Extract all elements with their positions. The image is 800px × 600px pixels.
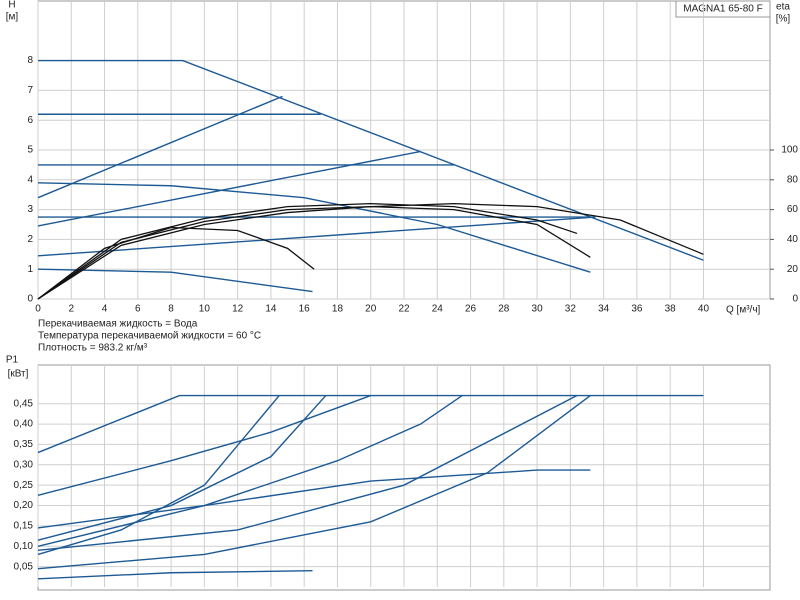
x-tick-label: 18 <box>332 304 344 315</box>
y-tick-label: 0,05 <box>14 561 34 572</box>
y2-tick-label: 40 <box>787 234 799 245</box>
x-tick-label: 34 <box>598 304 610 315</box>
x-tick-label: 4 <box>102 304 108 315</box>
y-tick-label: 1 <box>27 264 33 275</box>
y2-tick-label: 60 <box>787 204 799 215</box>
y-tick-label: 0,10 <box>14 541 34 552</box>
series-line <box>37 469 591 529</box>
y-tick-label: 5 <box>27 145 33 156</box>
x-tick-label: 28 <box>498 304 510 315</box>
y-tick-label: 4 <box>27 174 33 185</box>
x-tick-label: 40 <box>698 304 710 315</box>
y-axis-label: H <box>8 0 15 11</box>
series-line <box>37 216 596 257</box>
x-tick-label: 36 <box>631 304 643 315</box>
series-line <box>37 205 591 300</box>
x-tick-label: 0 <box>35 304 41 315</box>
y-axis-unit: [кВт] <box>8 369 29 380</box>
series-line <box>37 394 591 570</box>
x-tick-label: 24 <box>432 304 444 315</box>
y2-axis-label: eta <box>776 2 790 13</box>
y-tick-label: 6 <box>27 115 33 126</box>
series-line <box>37 95 283 199</box>
y-tick-label: 0,25 <box>14 480 34 491</box>
y-axis-unit: [м] <box>6 12 19 23</box>
series-line <box>37 570 313 580</box>
y2-tick-label: 20 <box>787 264 799 275</box>
y-tick-label: 8 <box>27 55 33 66</box>
x-tick-label: 32 <box>565 304 577 315</box>
y-tick-label: 0,15 <box>14 521 34 532</box>
y-tick-label: 0,40 <box>14 419 34 430</box>
y2-tick-label: 0 <box>792 294 798 305</box>
series-line <box>37 150 421 227</box>
y-tick-label: 7 <box>27 85 33 96</box>
series-line <box>37 394 578 552</box>
chart-title: MAGNA1 65-80 F <box>683 4 762 15</box>
series-line <box>37 226 315 300</box>
x-tick-label: 20 <box>365 304 377 315</box>
series-line <box>37 182 591 273</box>
y-tick-label: 0,20 <box>14 500 34 511</box>
x-tick-label: 6 <box>135 304 141 315</box>
y-tick-label: 0,45 <box>14 398 34 409</box>
x-tick-label: 12 <box>232 304 244 315</box>
x-tick-label: 8 <box>168 304 174 315</box>
title-box <box>675 0 771 18</box>
y2-axis-unit: [%] <box>776 14 791 25</box>
y-axis-label: P1 <box>6 355 19 366</box>
x-tick-label: 10 <box>199 304 211 315</box>
series-line <box>37 202 704 300</box>
x-tick-label: 30 <box>532 304 544 315</box>
annotation: Плотность = 983.2 кг/м³ <box>38 343 148 354</box>
series-line <box>38 59 704 261</box>
series-line <box>37 394 463 547</box>
series-line <box>37 395 327 541</box>
x-tick-label: 26 <box>465 304 477 315</box>
y-tick-label: 3 <box>27 204 33 215</box>
x-tick-label: 2 <box>68 304 74 315</box>
y2-tick-label: 100 <box>781 145 798 156</box>
x-tick-label: 22 <box>398 304 410 315</box>
x-tick-label: 38 <box>665 304 677 315</box>
x-tick-label: 14 <box>265 304 277 315</box>
y-tick-label: 0,30 <box>14 459 34 470</box>
series-line <box>37 202 578 300</box>
x-axis-label: Q [м³/ч] <box>726 305 761 316</box>
y-tick-label: 0 <box>27 294 33 305</box>
series-line <box>37 394 371 497</box>
y-tick-label: 2 <box>27 234 33 245</box>
y-tick-label: 0,35 <box>14 439 34 450</box>
annotation: Температура перекачиваемой жидкости = 60… <box>38 331 261 342</box>
x-tick-label: 16 <box>299 304 311 315</box>
series-line <box>37 394 704 454</box>
annotation: Перекачиваемая жидкость = Вода <box>38 319 198 330</box>
y2-tick-label: 80 <box>787 174 799 185</box>
